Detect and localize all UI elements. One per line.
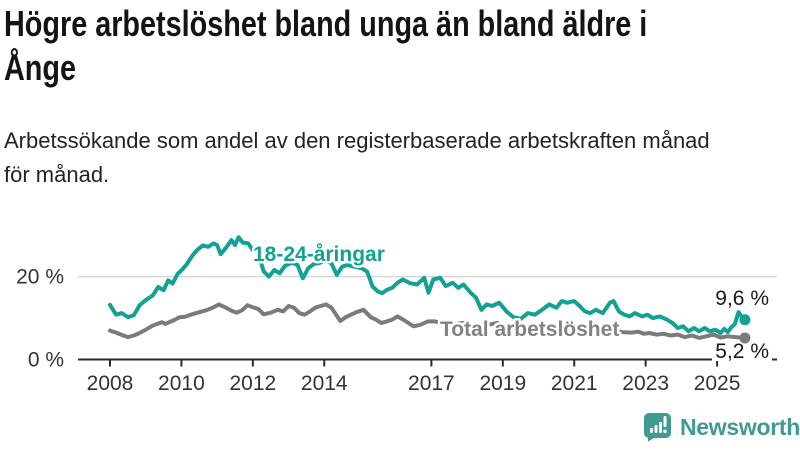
subtitle-line-1: Arbetssökande som andel av den registerb… [4,128,710,153]
x-tick-label: 2017 [408,372,455,395]
x-tick-label: 2021 [551,372,598,395]
x-tick-label: 2025 [694,372,741,395]
series-end-dot-0 [739,314,751,326]
x-tick-label: 2019 [479,372,526,395]
newsworthy-logo: Newsworthy [642,411,800,443]
series-line-0 [108,235,747,335]
series-end-dot-1 [739,332,751,344]
series-label-0: 18-24-åringar [253,243,385,266]
end-value-label-bg [712,343,772,361]
x-tick-label: 2008 [87,372,134,395]
bar-chart-speech-bubble-icon [644,413,671,442]
title-line-2: Ånge [4,47,76,88]
page-title: Högre arbetslöshet bland unga än bland ä… [4,2,647,90]
end-value-label-total: 5,2 % [715,340,769,363]
subtitle-line-2: för månad. [4,162,110,187]
y-tick-label: 20 % [16,266,64,289]
y-tick-label: 0 % [28,349,64,372]
series-label-1: Total arbetslöshet [440,318,619,341]
x-tick-label: 2012 [229,372,276,395]
x-tick-label: 2010 [158,372,205,395]
series-line-1 [108,302,747,340]
title-line-1: Högre arbetslöshet bland unga än bland ä… [4,3,648,44]
x-tick-label: 2014 [301,372,348,395]
x-tick-label: 2023 [622,372,669,395]
end-value-label-young: 9,6 % [715,287,769,310]
chart-subtitle: Arbetssökande som andel av den registerb… [4,124,710,192]
newsworthy-logo-text: Newsworthy [680,413,800,440]
